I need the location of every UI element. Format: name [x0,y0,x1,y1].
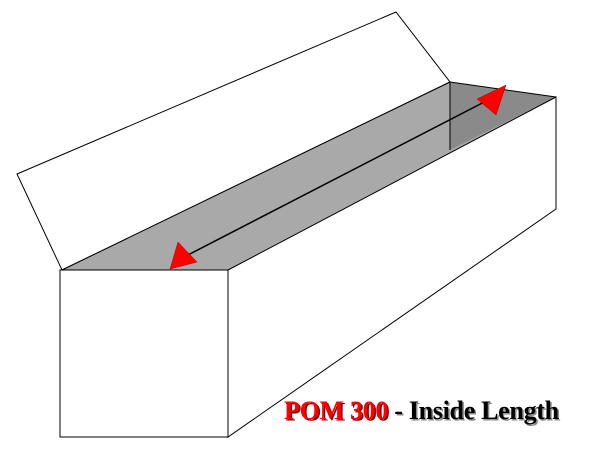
caption-title: Inside Length [408,396,559,425]
arrowhead-start-icon [169,241,198,270]
rim-back-edge [61,81,451,271]
arrow-shaft [185,97,493,257]
inside-length-arrow [169,84,507,270]
caption-product-name: POM 300 [284,396,389,425]
caption-separator: - [388,396,409,425]
arrowhead-end-icon [476,84,507,116]
diagram-caption: POM 300 - Inside Length [284,398,559,424]
box-interior-back-wall [450,82,556,150]
box-front-face [59,269,229,438]
